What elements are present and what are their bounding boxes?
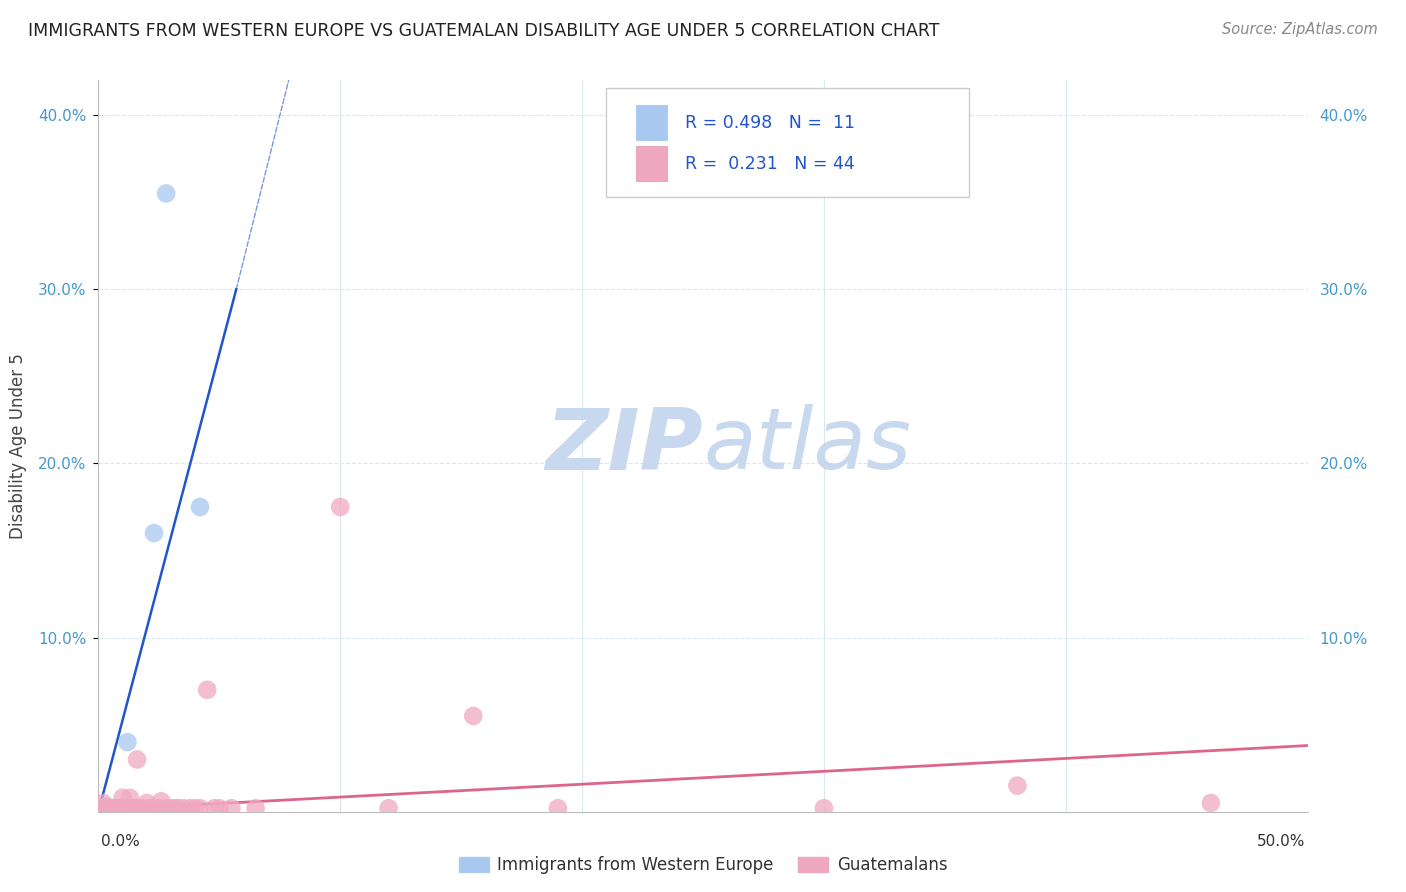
Point <box>1007 779 1029 793</box>
Point <box>208 801 231 815</box>
Text: ZIP: ZIP <box>546 404 703 488</box>
Point <box>107 801 129 815</box>
Point <box>179 801 201 815</box>
Y-axis label: Disability Age Under 5: Disability Age Under 5 <box>8 353 27 539</box>
Point <box>107 801 129 815</box>
Point <box>97 801 120 815</box>
Point <box>188 801 211 815</box>
Text: IMMIGRANTS FROM WESTERN EUROPE VS GUATEMALAN DISABILITY AGE UNDER 5 CORRELATION : IMMIGRANTS FROM WESTERN EUROPE VS GUATEM… <box>28 22 939 40</box>
Point <box>172 801 194 815</box>
Point <box>101 801 124 815</box>
Point <box>111 790 134 805</box>
Point <box>204 801 226 815</box>
Point <box>329 500 352 514</box>
Point <box>90 801 112 815</box>
Text: atlas: atlas <box>703 404 911 488</box>
Point <box>184 801 207 815</box>
Point <box>547 801 569 815</box>
Point <box>221 801 243 815</box>
FancyBboxPatch shape <box>637 105 666 140</box>
Point <box>160 801 183 815</box>
Point <box>167 801 190 815</box>
Point <box>101 801 124 815</box>
Point <box>94 799 117 814</box>
Point <box>150 794 173 808</box>
Point <box>155 801 177 815</box>
Point <box>145 801 167 815</box>
Text: Source: ZipAtlas.com: Source: ZipAtlas.com <box>1222 22 1378 37</box>
Text: 50.0%: 50.0% <box>1257 834 1305 849</box>
FancyBboxPatch shape <box>637 146 666 181</box>
Point <box>121 801 143 815</box>
Point <box>91 801 114 815</box>
Text: R =  0.231   N = 44: R = 0.231 N = 44 <box>685 154 855 173</box>
Point <box>131 801 153 815</box>
Point <box>143 526 166 541</box>
Point <box>245 801 267 815</box>
Point <box>108 801 131 815</box>
Point <box>141 801 163 815</box>
Text: R = 0.498   N =  11: R = 0.498 N = 11 <box>685 113 855 132</box>
Point <box>117 801 139 815</box>
Point <box>377 801 399 815</box>
Point <box>124 801 146 815</box>
Point <box>1199 796 1222 810</box>
FancyBboxPatch shape <box>606 87 969 197</box>
Point <box>104 801 127 815</box>
Point <box>118 790 141 805</box>
Text: 0.0%: 0.0% <box>101 834 141 849</box>
Point <box>148 801 170 815</box>
Point <box>90 801 112 815</box>
Point <box>155 186 177 201</box>
Point <box>104 801 127 815</box>
Point <box>128 801 150 815</box>
Point <box>165 801 187 815</box>
Point <box>188 500 211 514</box>
Point <box>94 801 117 815</box>
Point <box>813 801 835 815</box>
Point <box>195 682 218 697</box>
Legend: Immigrants from Western Europe, Guatemalans: Immigrants from Western Europe, Guatemal… <box>454 851 952 880</box>
Point <box>100 801 122 815</box>
Point <box>127 752 149 766</box>
Point <box>135 796 157 810</box>
Point <box>463 709 485 723</box>
Point <box>91 796 114 810</box>
Point <box>97 801 120 815</box>
Point <box>114 801 136 815</box>
Point <box>138 801 160 815</box>
Point <box>117 735 139 749</box>
